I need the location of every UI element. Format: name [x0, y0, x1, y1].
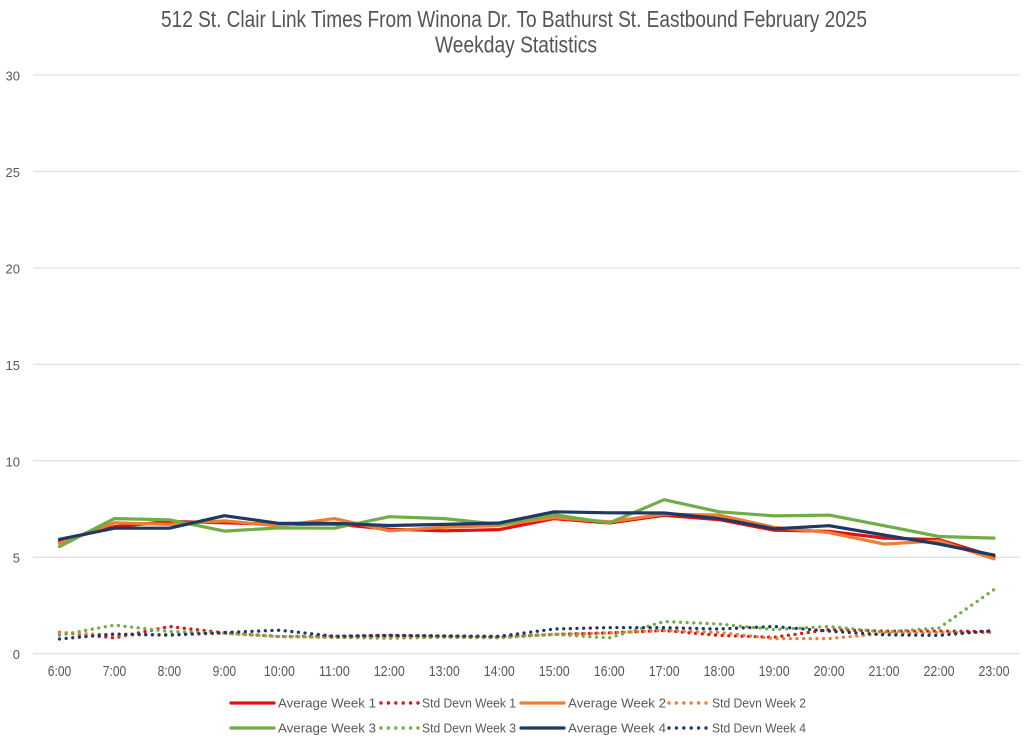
svg-text:23:00: 23:00 — [979, 663, 1010, 680]
svg-text:Average Week 3: Average Week 3 — [278, 721, 376, 736]
svg-text:25: 25 — [6, 165, 20, 180]
svg-text:Std Devn Week 3: Std Devn Week 3 — [422, 721, 516, 736]
svg-text:Average Week 4: Average Week 4 — [568, 721, 666, 736]
svg-text:0: 0 — [13, 647, 20, 662]
svg-text:13:00: 13:00 — [429, 663, 460, 680]
svg-text:15:00: 15:00 — [539, 663, 570, 680]
svg-text:19:00: 19:00 — [759, 663, 790, 680]
svg-text:17:00: 17:00 — [649, 663, 680, 680]
svg-text:14:00: 14:00 — [484, 663, 515, 680]
svg-text:20:00: 20:00 — [814, 663, 845, 680]
svg-text:16:00: 16:00 — [594, 663, 625, 680]
svg-text:9:00: 9:00 — [213, 663, 237, 680]
svg-text:15: 15 — [6, 358, 20, 373]
svg-text:512 St. Clair Link Times From: 512 St. Clair Link Times From Winona Dr.… — [161, 6, 867, 32]
svg-text:30: 30 — [6, 69, 20, 84]
svg-text:5: 5 — [13, 551, 20, 566]
svg-text:11:00: 11:00 — [319, 663, 350, 680]
svg-text:Std Devn Week 1: Std Devn Week 1 — [422, 696, 516, 711]
svg-text:22:00: 22:00 — [924, 663, 955, 680]
svg-text:Average Week 2: Average Week 2 — [568, 696, 666, 711]
svg-text:20: 20 — [6, 261, 20, 276]
svg-text:Std Devn Week 2: Std Devn Week 2 — [712, 696, 806, 711]
svg-text:18:00: 18:00 — [704, 663, 735, 680]
svg-text:Std Devn Week 4: Std Devn Week 4 — [712, 721, 806, 736]
svg-text:12:00: 12:00 — [374, 663, 405, 680]
svg-text:21:00: 21:00 — [869, 663, 900, 680]
svg-text:10:00: 10:00 — [264, 663, 295, 680]
svg-text:10: 10 — [6, 454, 20, 469]
svg-text:6:00: 6:00 — [48, 663, 72, 680]
svg-text:Weekday Statistics: Weekday Statistics — [435, 32, 597, 58]
svg-text:8:00: 8:00 — [158, 663, 182, 680]
svg-text:Average Week 1: Average Week 1 — [278, 696, 376, 711]
svg-text:7:00: 7:00 — [103, 663, 127, 680]
